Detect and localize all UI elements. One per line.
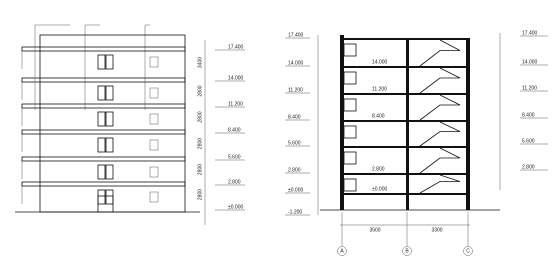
dimension-label: 2800 [197, 138, 203, 149]
axis-label: A [340, 248, 344, 254]
level-label: 8.400 [288, 114, 301, 120]
window [97, 189, 106, 205]
dimension-label: 2800 [197, 189, 203, 200]
level-label: 5.600 [228, 154, 241, 160]
room-level-label: 8.400 [372, 113, 385, 119]
level-label: 5.600 [522, 138, 535, 144]
stair-flight [419, 39, 461, 67]
floor-slab [340, 120, 470, 122]
window [343, 125, 357, 139]
window [149, 139, 159, 151]
dimension-label: 3400 [197, 57, 203, 68]
floor-band [21, 103, 186, 109]
level-label: 11.200 [288, 87, 303, 93]
window [149, 166, 159, 178]
floor-slab [340, 66, 470, 68]
stair-flight [419, 147, 461, 174]
building-outline [39, 34, 186, 213]
room-level-label: 14.000 [372, 59, 388, 65]
level-label: 11.200 [228, 101, 243, 107]
window [149, 56, 159, 68]
axis-bubble [402, 246, 412, 256]
wall [406, 40, 409, 210]
room-level-label: 11.200 [372, 86, 387, 92]
window [343, 151, 357, 165]
level-label: ±0.000 [228, 204, 243, 210]
level-label: 17.400 [522, 30, 538, 36]
window [105, 111, 114, 127]
window [149, 113, 159, 125]
section-drawing: 17.400 14.000 11.200 8.400 5.600 2.800 ±0.000 -… [285, 30, 548, 256]
floor-band [21, 181, 186, 187]
window [105, 164, 114, 180]
elevation-drawing: 17.400 14.000 11.200 8.400 5.600 2.800 ±0.000 3… [15, 24, 245, 225]
level-label: ±0.000 [288, 187, 303, 193]
level-label: 8.400 [522, 112, 535, 118]
floor-band [21, 156, 186, 162]
floor-slab [340, 93, 470, 95]
window [105, 54, 114, 70]
floor-band [21, 77, 186, 83]
level-label: 8.400 [228, 127, 241, 133]
window [97, 137, 106, 153]
dimension-label: 3300 [431, 227, 442, 233]
wall [340, 35, 344, 210]
window [105, 85, 114, 101]
stair-flight [419, 121, 461, 147]
entrance [97, 195, 114, 213]
level-label: 14.000 [522, 59, 538, 65]
level-label: 2.800 [288, 167, 301, 173]
axis-label: C [466, 248, 470, 254]
level-label: 14.000 [288, 60, 304, 66]
floor-band [21, 129, 186, 135]
wall [466, 40, 470, 210]
window [343, 98, 357, 112]
floor-slab [340, 146, 470, 148]
floor-slab [340, 38, 470, 40]
window [97, 54, 106, 70]
axis-label: B [405, 248, 409, 254]
level-label: 14.000 [228, 75, 244, 81]
window [97, 85, 106, 101]
window [343, 43, 357, 57]
floor-slab [340, 193, 470, 195]
floor-slab [340, 173, 470, 175]
level-label: 17.400 [228, 44, 244, 50]
level-label: 2.800 [228, 179, 241, 185]
stair-flight [419, 94, 461, 121]
level-label: 5.600 [288, 140, 301, 146]
stair-flight [419, 174, 461, 194]
window [97, 164, 106, 180]
window [149, 87, 159, 99]
window [149, 191, 159, 203]
room-level-label: 2.800 [372, 166, 385, 172]
floor-band [21, 46, 186, 52]
dimension-label: 2800 [197, 164, 203, 175]
axis-bubble [337, 246, 347, 256]
level-label: 11.200 [522, 85, 537, 91]
stair-flight [419, 67, 461, 94]
window [105, 137, 114, 153]
window [343, 71, 357, 85]
window [105, 189, 114, 205]
window [97, 111, 106, 127]
room-level-label: ±0.000 [372, 186, 387, 192]
dimension-label: 3500 [369, 227, 380, 233]
level-label: -1.200 [288, 209, 302, 215]
level-label: 2.800 [522, 164, 535, 170]
dimension-label: 2800 [197, 111, 203, 122]
window [343, 178, 357, 192]
dimension-label: 2800 [197, 85, 203, 96]
axis-bubble [463, 246, 473, 256]
level-label: 17.400 [288, 32, 304, 38]
